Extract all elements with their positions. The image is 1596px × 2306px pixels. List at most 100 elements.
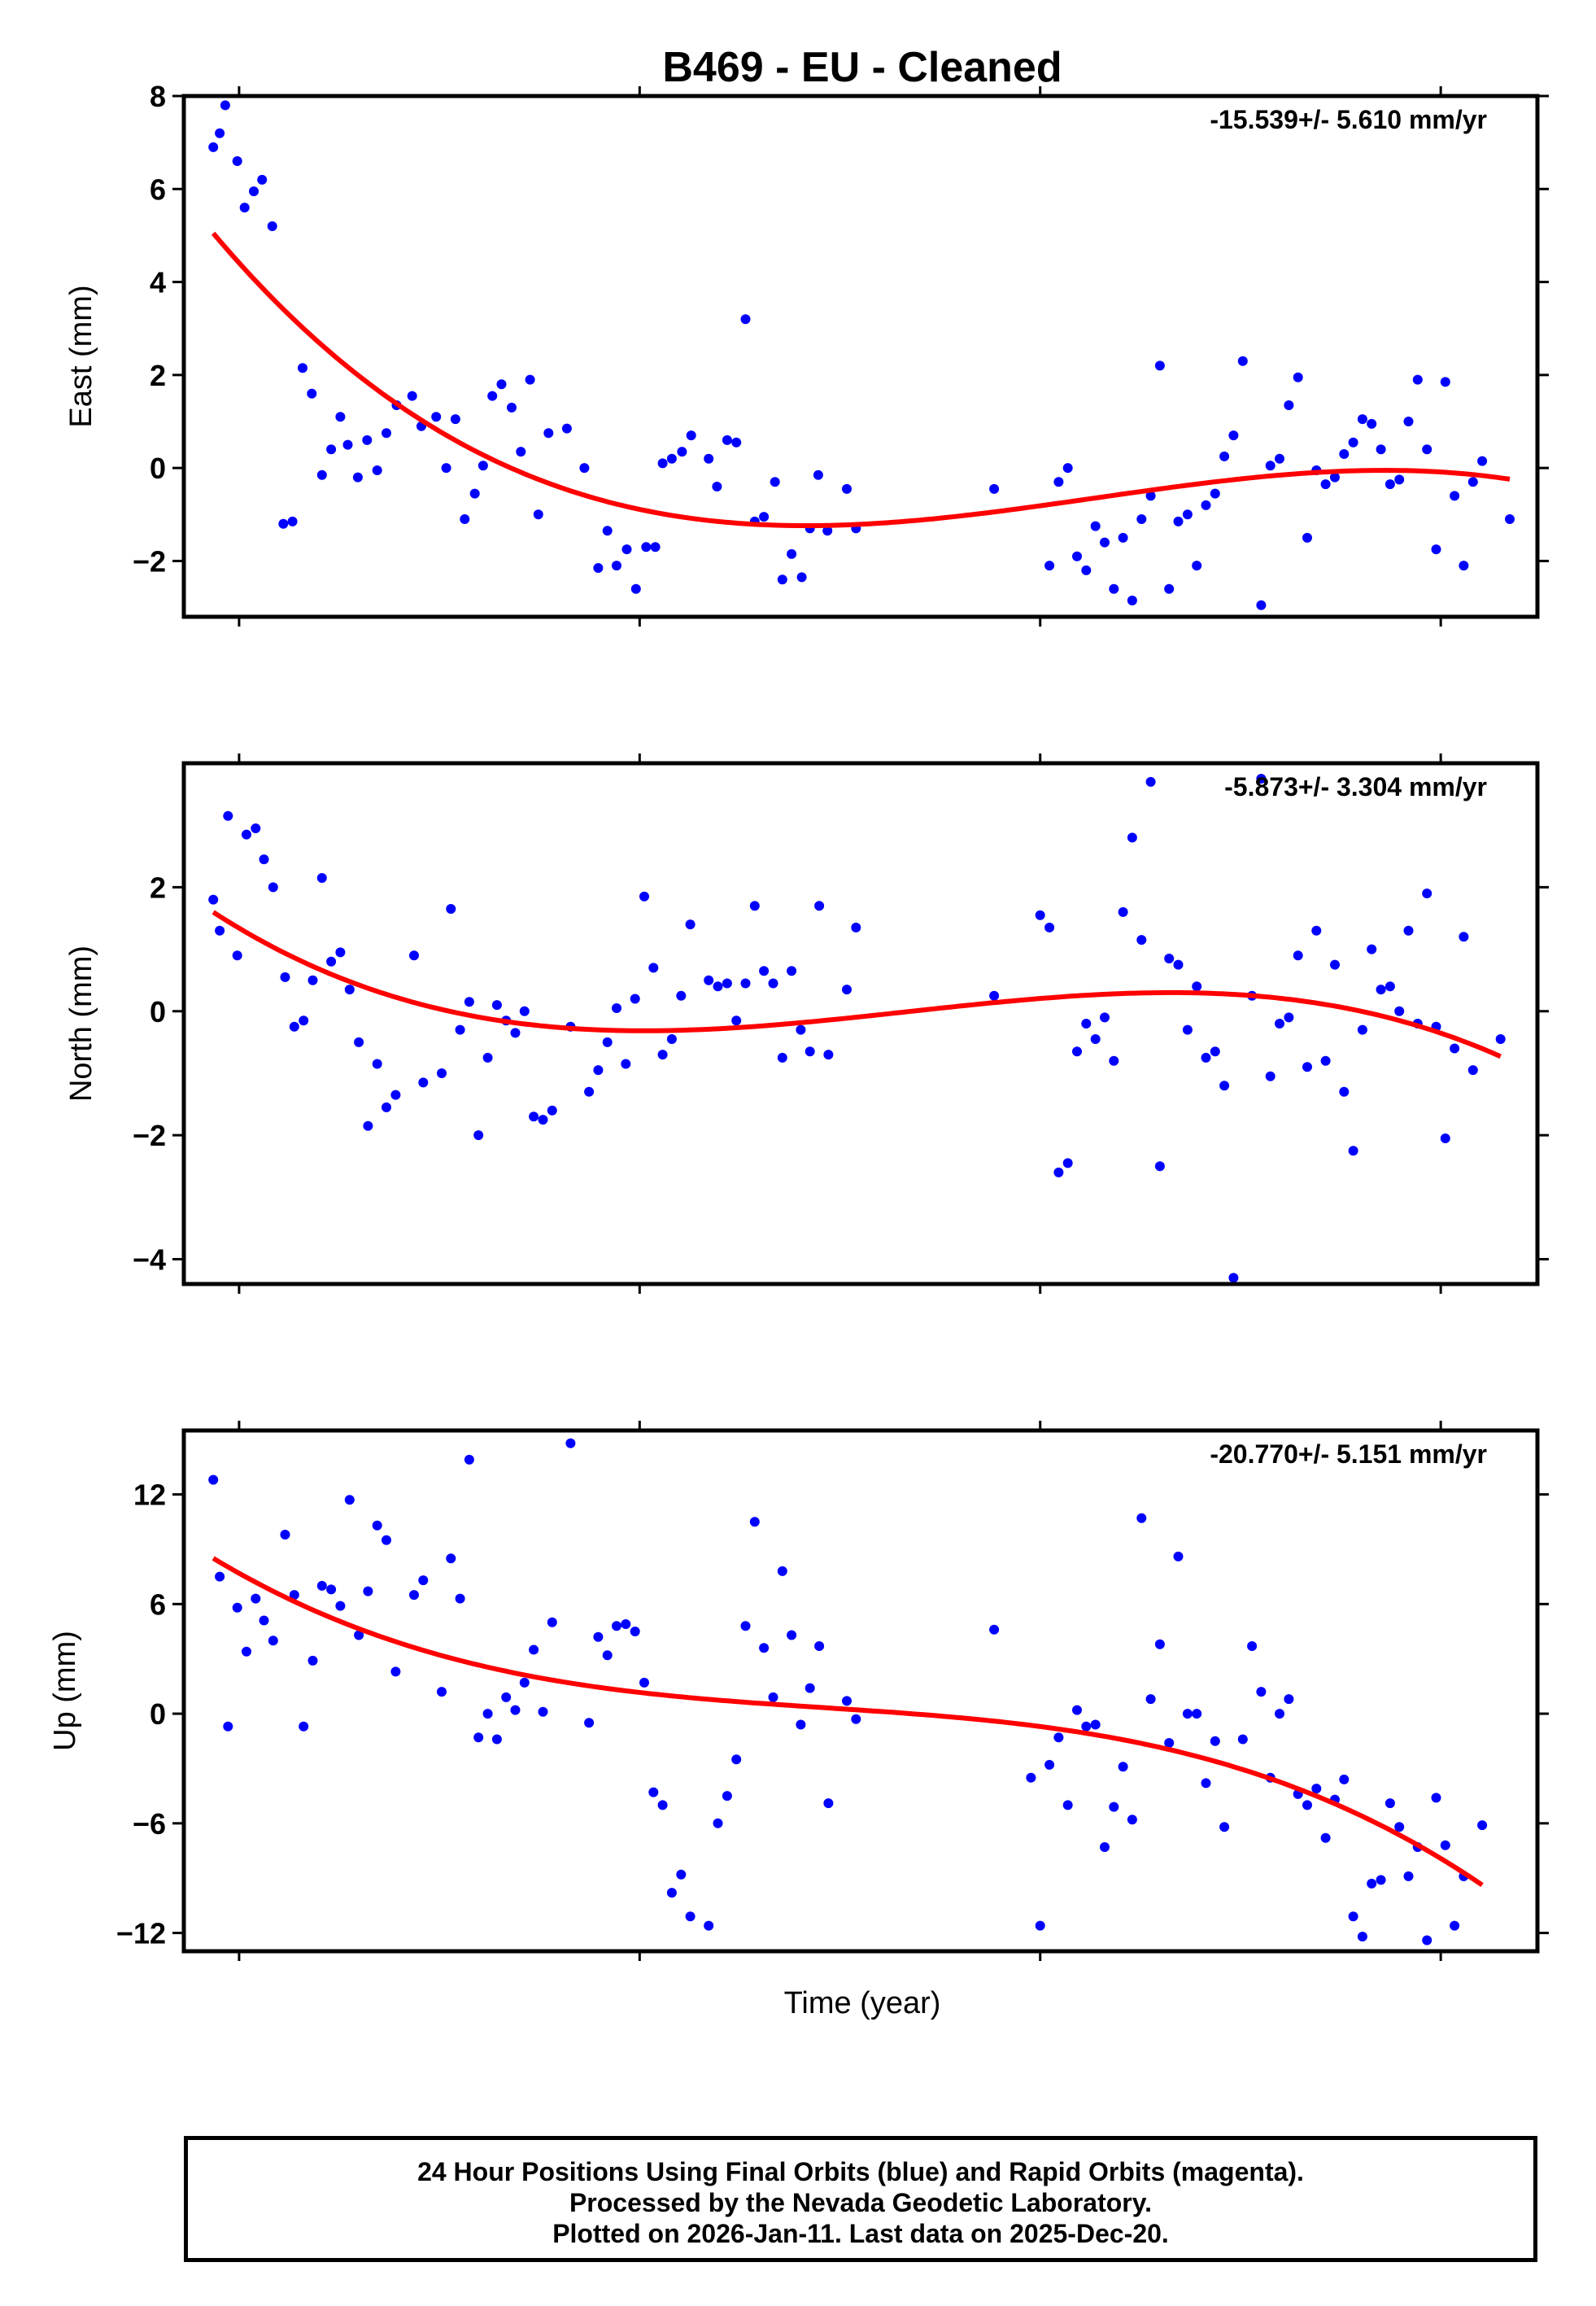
north-point-21 (409, 950, 419, 961)
north-point-62 (823, 1050, 834, 1060)
up-point-99 (1339, 1774, 1350, 1784)
north-point-87 (1228, 1273, 1239, 1283)
north-point-5 (251, 823, 261, 833)
east-point-53 (740, 314, 751, 325)
east-point-36 (561, 423, 572, 434)
east-point-15 (342, 439, 353, 450)
north-point-73 (1100, 1012, 1110, 1023)
up-point-53 (740, 1621, 751, 1631)
north-point-0 (208, 894, 219, 905)
north-point-8 (280, 972, 290, 982)
up-point-81 (1164, 1738, 1175, 1748)
up-point-11 (307, 1655, 318, 1666)
up-point-14 (335, 1601, 346, 1611)
north-point-107 (1422, 889, 1432, 898)
up-point-47 (676, 1869, 687, 1880)
up-point-27 (473, 1732, 484, 1743)
east-point-2 (220, 100, 230, 111)
up-point-57 (777, 1566, 787, 1576)
east-point-101 (1376, 444, 1386, 455)
east-ylabel: East (mm) (64, 285, 98, 427)
north-point-32 (519, 1006, 530, 1016)
up-point-18 (372, 1520, 382, 1531)
footer-caption: 24 Hour Positions Using Final Orbits (bl… (184, 2136, 1537, 2262)
up-point-31 (510, 1705, 521, 1715)
east-point-19 (382, 428, 391, 439)
east-ytick-label-2: 4 (150, 266, 166, 299)
up-ytick-label-0: 12 (133, 1478, 166, 1512)
up-point-64 (851, 1714, 861, 1724)
east-point-104 (1403, 417, 1414, 426)
up-point-108 (1422, 1935, 1432, 1946)
north-point-56 (768, 978, 778, 989)
east-point-45 (657, 458, 668, 469)
east-points (208, 100, 1515, 610)
north-point-23 (437, 1068, 447, 1078)
east-point-105 (1412, 374, 1423, 385)
north-xticks (238, 753, 1442, 1294)
east-point-92 (1293, 372, 1303, 382)
up-point-29 (491, 1734, 502, 1745)
north-point-37 (584, 1086, 595, 1097)
up-point-95 (1302, 1800, 1312, 1810)
north-point-69 (1062, 1158, 1073, 1168)
up-point-97 (1320, 1832, 1331, 1843)
up-point-54 (749, 1517, 760, 1527)
north-point-49 (704, 975, 714, 985)
east-point-34 (533, 509, 543, 520)
panel-up: 12 6 0 −6 −12 Up (mm) -20.770+/- 5.151 mm/yr (48, 1421, 1549, 1961)
up-point-78 (1136, 1513, 1147, 1523)
up-point-109 (1431, 1793, 1441, 1803)
north-point-52 (731, 1015, 742, 1026)
north-point-3 (232, 950, 242, 961)
north-point-96 (1320, 1055, 1331, 1066)
east-point-65 (989, 483, 1000, 494)
east-ytick-label-1: 6 (150, 173, 166, 206)
east-point-79 (1164, 583, 1175, 594)
east-point-50 (712, 482, 722, 491)
east-point-29 (487, 391, 498, 401)
up-point-76 (1118, 1762, 1128, 1772)
east-point-85 (1219, 451, 1230, 461)
north-point-1 (215, 925, 225, 936)
east-point-86 (1228, 430, 1239, 441)
north-point-75 (1118, 906, 1128, 917)
east-point-88 (1256, 600, 1267, 610)
east-point-97 (1339, 449, 1350, 459)
up-point-102 (1367, 1878, 1377, 1889)
north-point-105 (1403, 925, 1414, 936)
east-point-3 (232, 156, 242, 166)
up-point-82 (1173, 1551, 1184, 1561)
east-fit-curve (211, 231, 1511, 528)
footer-line-3: Plotted on 2026-Jan-11. Last data on 202… (552, 2219, 1169, 2248)
east-point-112 (1477, 456, 1488, 466)
panel-north: 2 0 −2 −4 North (mm) -5.873+/- 3.304 mm/yr (64, 753, 1549, 1294)
east-point-91 (1284, 400, 1294, 410)
north-point-41 (621, 1059, 631, 1069)
east-point-49 (704, 453, 714, 464)
north-point-33 (529, 1112, 539, 1122)
up-point-110 (1440, 1840, 1450, 1850)
east-point-87 (1237, 356, 1248, 366)
up-point-66 (1026, 1772, 1036, 1783)
east-point-93 (1302, 532, 1312, 543)
north-point-24 (446, 904, 456, 914)
east-point-57 (777, 574, 787, 585)
north-point-55 (759, 966, 770, 976)
up-point-84 (1192, 1709, 1202, 1719)
up-point-28 (482, 1709, 493, 1719)
north-point-89 (1256, 774, 1267, 784)
up-point-74 (1100, 1842, 1110, 1852)
up-point-75 (1109, 1802, 1119, 1812)
up-point-86 (1210, 1736, 1220, 1746)
up-point-30 (501, 1692, 512, 1702)
east-point-35 (543, 428, 554, 439)
east-point-7 (267, 221, 277, 231)
north-point-7 (268, 882, 278, 893)
east-point-0 (208, 142, 219, 152)
east-yticks: 8 6 4 2 0 −2 (133, 80, 1549, 578)
up-points (208, 1438, 1488, 1946)
north-point-82 (1182, 1024, 1193, 1035)
east-point-61 (813, 469, 823, 480)
east-point-5 (249, 186, 259, 197)
